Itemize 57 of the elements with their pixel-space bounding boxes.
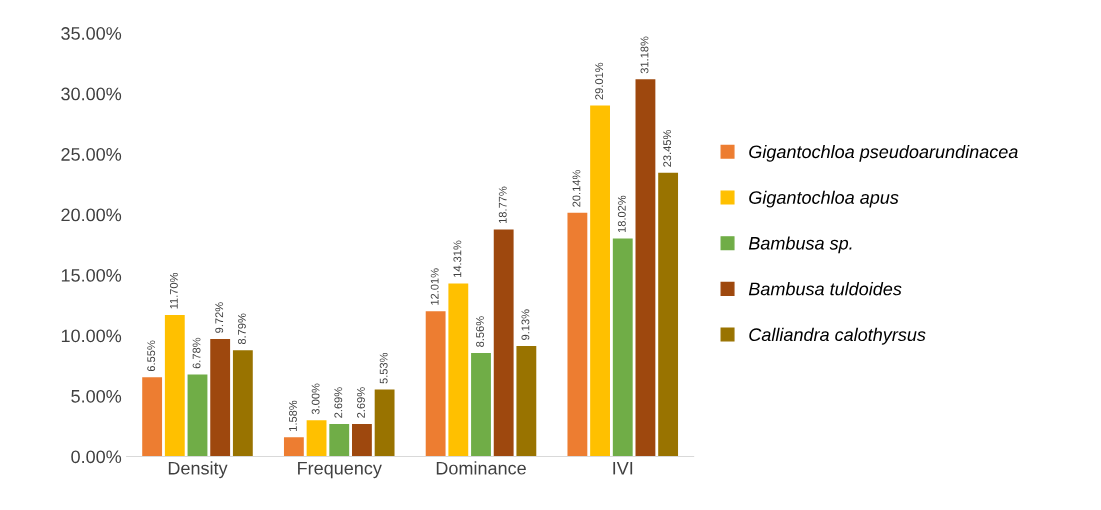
bar — [612, 238, 633, 457]
bar — [283, 437, 304, 457]
data-label: 2.69% — [357, 387, 365, 418]
data-label: 6.55% — [147, 340, 156, 372]
bar — [329, 423, 350, 457]
data-label: 8.79% — [237, 313, 246, 345]
bar — [567, 212, 588, 457]
y-tick-label: 20.00% — [61, 208, 122, 222]
data-label: 9.13% — [521, 309, 530, 340]
x-tick-label: Frequency — [298, 461, 382, 479]
x-tick-label: IVI — [613, 461, 633, 475]
data-label: 11.70% — [169, 272, 178, 309]
y-tick-label: 0.00% — [71, 450, 122, 464]
data-label: 18.77% — [498, 186, 507, 224]
data-label: 20.14% — [572, 170, 581, 207]
bar — [306, 420, 327, 457]
bar — [374, 389, 395, 457]
bar — [210, 338, 231, 457]
data-label: 2.69% — [334, 387, 343, 418]
bar — [448, 283, 469, 457]
data-label: 23.45% — [663, 129, 672, 167]
x-tick-label: Density — [168, 461, 228, 479]
data-label: 18.02% — [617, 195, 626, 233]
data-label: 31.18% — [640, 36, 649, 74]
data-label: 29.01% — [595, 62, 604, 100]
bar — [425, 311, 446, 457]
bar — [187, 374, 208, 457]
bar — [164, 314, 185, 457]
bar — [658, 172, 679, 457]
y-tick-label: 35.00% — [61, 27, 122, 40]
data-label: 1.58% — [289, 400, 297, 431]
bar — [590, 105, 610, 457]
bar — [493, 229, 514, 457]
legend-label: Calliandra calothyrsus — [749, 327, 926, 345]
data-label: 6.78% — [192, 337, 201, 369]
bar — [352, 423, 372, 457]
y-tick-label: 25.00% — [61, 148, 122, 161]
data-label: 5.53% — [379, 352, 388, 384]
bar — [142, 377, 163, 457]
y-tick-label: 10.00% — [61, 329, 122, 343]
bar — [471, 352, 491, 457]
legend-label: Bambusa tuldoides — [748, 282, 902, 296]
y-tick-label: 5.00% — [71, 389, 122, 403]
y-tick-label: 15.00% — [61, 268, 122, 282]
bar — [516, 346, 537, 457]
data-label: 8.56% — [476, 316, 484, 347]
data-label: 14.31% — [453, 240, 462, 277]
data-label: 3.00% — [311, 383, 320, 415]
x-tick-label: Dominance — [436, 461, 526, 475]
data-label: 12.01% — [430, 268, 439, 305]
data-label: 9.72% — [215, 302, 224, 333]
legend-label: Bambusa sp. — [748, 236, 852, 254]
legend-label: Gigantochloa pseudoarundinacea — [749, 144, 1018, 162]
legend-label: Gigantochloa apus — [749, 190, 899, 208]
y-tick-label: 30.00% — [61, 87, 122, 101]
bar — [232, 350, 253, 457]
bar — [635, 79, 656, 457]
